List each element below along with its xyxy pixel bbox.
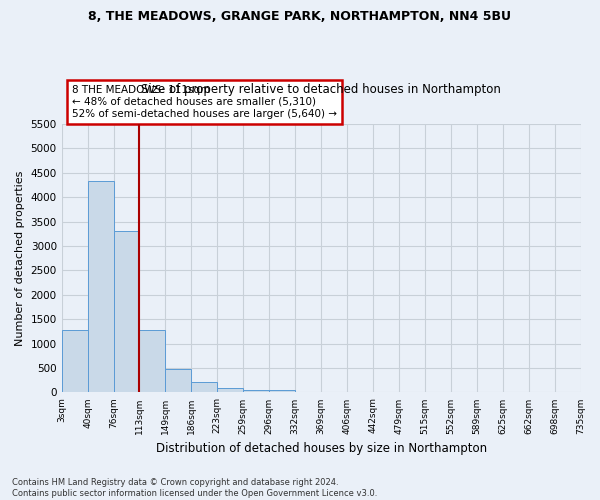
Bar (166, 368, 191, 392)
Text: 8, THE MEADOWS, GRANGE PARK, NORTHAMPTON, NN4 5BU: 8, THE MEADOWS, GRANGE PARK, NORTHAMPTON… (89, 10, 511, 23)
Bar (217, 388, 243, 392)
Bar (62, 330, 88, 392)
Bar (269, 390, 295, 392)
Title: Size of property relative to detached houses in Northampton: Size of property relative to detached ho… (141, 84, 501, 96)
Bar (191, 382, 217, 392)
X-axis label: Distribution of detached houses by size in Northampton: Distribution of detached houses by size … (155, 442, 487, 455)
Y-axis label: Number of detached properties: Number of detached properties (15, 170, 25, 346)
Bar (88, 180, 113, 392)
Bar (113, 232, 139, 392)
Text: 8 THE MEADOWS: 111sqm
← 48% of detached houses are smaller (5,310)
52% of semi-d: 8 THE MEADOWS: 111sqm ← 48% of detached … (72, 86, 337, 118)
Bar (243, 390, 269, 392)
Text: Contains HM Land Registry data © Crown copyright and database right 2024.
Contai: Contains HM Land Registry data © Crown c… (12, 478, 377, 498)
Bar (139, 330, 166, 392)
